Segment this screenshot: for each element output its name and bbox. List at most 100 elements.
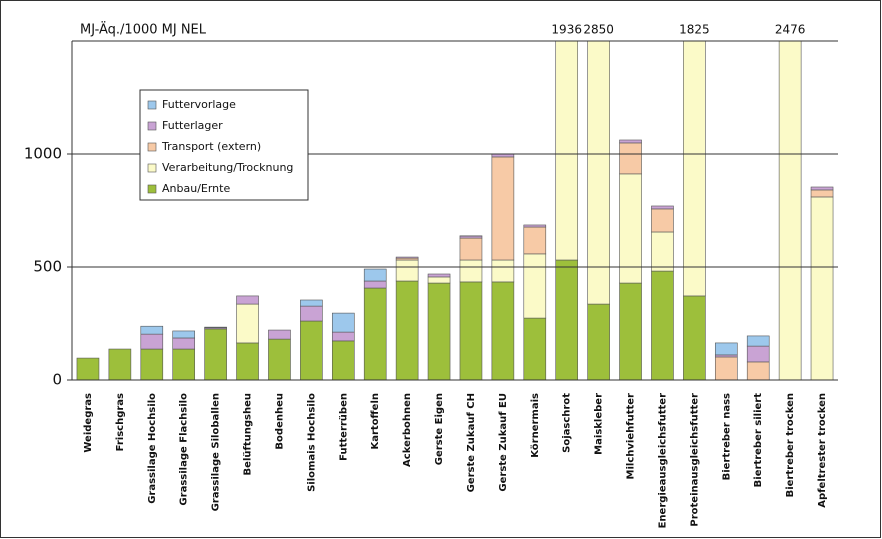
bar-segment (236, 342, 259, 381)
x-tick-label: Grassilage Siloballen (211, 393, 222, 511)
bar-segment (810, 196, 834, 381)
bar-segment (714, 356, 738, 381)
bar-segment (523, 224, 547, 228)
legend-swatch (147, 100, 157, 110)
x-tick-label: Gerste Eigen (434, 393, 445, 465)
x-tick-label: Silomais Hochsilo (306, 393, 317, 492)
bar-segment (363, 268, 387, 282)
legend-swatch (147, 121, 157, 131)
bar-segment (300, 299, 323, 307)
bar-segment (395, 280, 419, 381)
bar-segment (651, 205, 674, 210)
bar-segment (651, 231, 674, 272)
bar-segment (268, 338, 291, 381)
legend-label: Futterlager (162, 119, 223, 132)
bar-segment (108, 348, 132, 381)
bar-segment (587, 303, 610, 381)
bar-segment (331, 331, 355, 342)
x-tick-label: Grassilage Flachsilo (179, 393, 190, 506)
x-tick-label: Biertreber nass (721, 393, 732, 480)
bar-segment (204, 328, 227, 381)
bar-segment (331, 340, 355, 381)
legend-swatch (147, 142, 157, 152)
legend-swatch (147, 163, 157, 173)
total-label: 1936 (551, 23, 582, 37)
total-label: 2476 (775, 23, 806, 37)
legend-label: Transport (extern) (161, 140, 261, 153)
bar-segment (331, 312, 355, 333)
bar-segment (714, 342, 738, 356)
x-tick-label: Körnermais (530, 393, 541, 458)
bar-segment (268, 329, 291, 340)
bar-segment (395, 256, 419, 259)
bar-segment (619, 139, 642, 144)
legend-swatch (147, 184, 157, 194)
y-tick-label: 0 (52, 371, 62, 389)
bar-segment (140, 348, 164, 381)
x-tick-label: Grassilage Hochsilo (147, 393, 158, 504)
legend-label: Verarbeitung/Trocknung (162, 161, 293, 174)
x-tick-label: Kartoffeln (370, 393, 381, 450)
bar-segment (778, 41, 802, 381)
x-tick-label: Bodenheu (274, 393, 285, 450)
bar-segment (491, 281, 515, 381)
x-tick-label: Apfeltrester trocken (817, 393, 828, 508)
bar-segment (459, 235, 483, 239)
bar-segment (810, 189, 834, 198)
bar-segment (140, 333, 164, 350)
legend-box (139, 89, 309, 201)
x-tick-label: Gerste Zukauf CH (466, 393, 477, 492)
bar-segment (619, 282, 642, 381)
bar-segment (172, 348, 196, 381)
bar-segment (459, 281, 483, 381)
bar-segment (363, 287, 387, 381)
bar-segment (459, 237, 483, 261)
bar-segment (204, 326, 227, 329)
bar-segment (714, 354, 738, 358)
bar-segment (746, 335, 770, 347)
bar-segment (172, 330, 196, 339)
bar-segment (427, 282, 451, 381)
bar-segment (587, 41, 610, 305)
y-tick-label: 500 (33, 258, 62, 276)
bar-segment (363, 280, 387, 289)
x-tick-label: Frischgras (115, 393, 126, 451)
bar-segment (810, 186, 834, 191)
bar-segment (491, 156, 515, 261)
bar-segment (555, 259, 579, 381)
bar-segment (523, 253, 547, 319)
x-tick-label: Milchviehfutter (626, 393, 637, 480)
bar-segment (300, 320, 323, 381)
x-tick-label: Futterrüben (338, 393, 349, 461)
legend-label: Futtervorlage (162, 98, 236, 111)
bar-segment (236, 303, 259, 344)
bar-segment (236, 295, 259, 305)
bar-segment (459, 259, 483, 283)
bar-segment (76, 357, 100, 381)
bar-segment (427, 276, 451, 284)
x-tick-label: Proteinausgleichsfutter (689, 393, 700, 527)
x-tick-label: Sojaschrot (562, 393, 573, 453)
x-tick-label: Belüftungsheu (243, 393, 254, 475)
x-tick-label: Ackerbohnen (402, 393, 413, 467)
bar-segment (427, 273, 451, 278)
x-tick-label: Biertreber siliert (753, 393, 764, 488)
bar-segment (746, 361, 770, 381)
bar-segment (683, 295, 706, 381)
x-tick-label: Biertreber trocken (785, 393, 796, 497)
bar-segment (491, 259, 515, 283)
legend-label: Anbau/Ernte (162, 182, 230, 195)
y-tick-label: 1000 (24, 145, 62, 163)
bar-segment (172, 337, 196, 350)
bar-segment (651, 208, 674, 233)
x-tick-label: Maiskleber (594, 393, 605, 455)
bar-segment (555, 41, 579, 261)
total-label: 2850 (583, 23, 614, 37)
bar-segment (746, 345, 770, 363)
total-label: 1825 (679, 23, 710, 37)
x-tick-label: Weidegras (83, 393, 94, 453)
bar-segment (523, 226, 547, 255)
bar-segment (683, 41, 706, 297)
bar-segment (140, 325, 164, 335)
